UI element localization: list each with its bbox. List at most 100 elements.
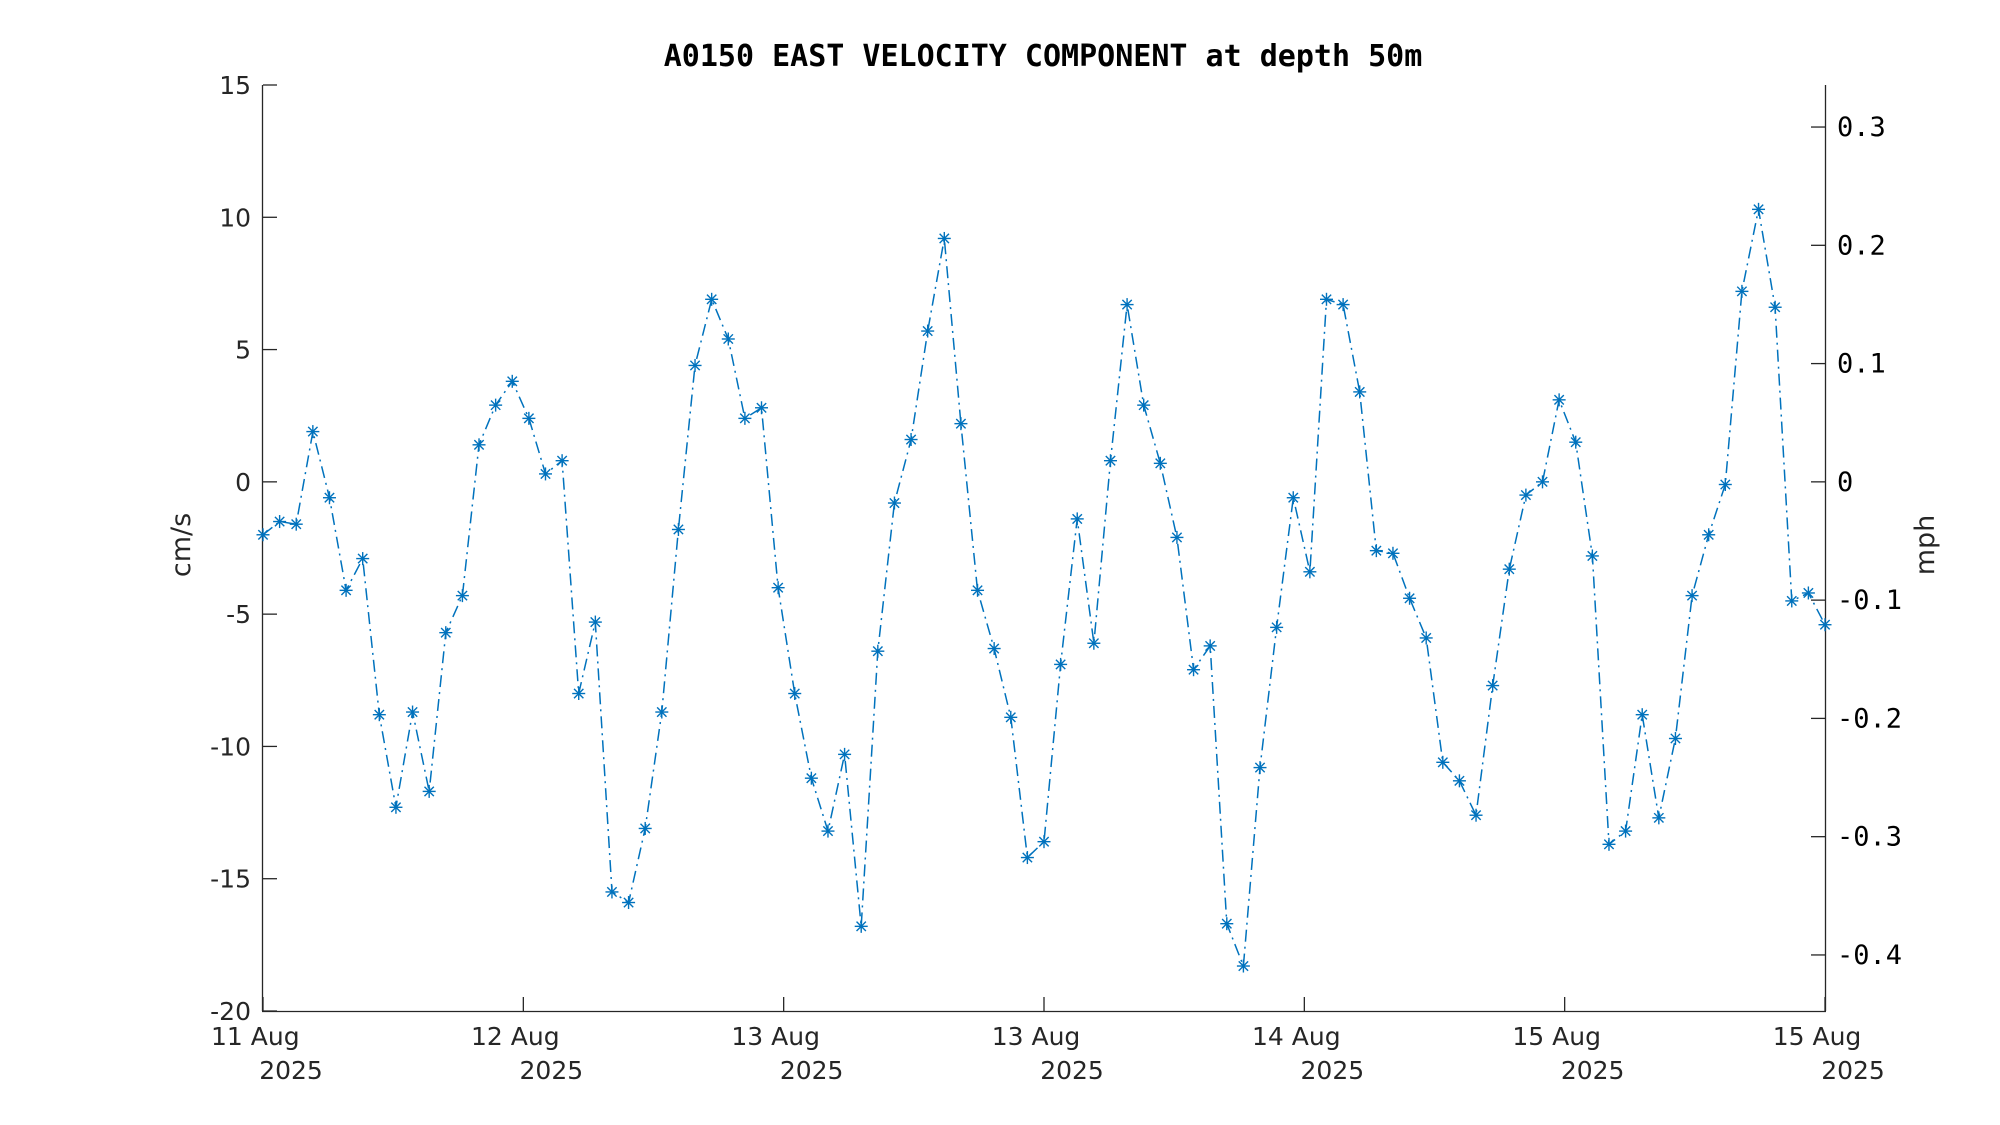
data-point <box>1569 435 1583 449</box>
y2-ticks: 0.3 0.2 0.1 0 -0.1 -0.2 -0.3 -0.4 <box>1811 112 1902 971</box>
data-point <box>1685 589 1699 603</box>
x-tick-label-day: 13 Aug <box>992 1022 1081 1051</box>
data-point <box>1270 620 1284 634</box>
data-point <box>1768 300 1782 314</box>
data-point <box>721 332 735 346</box>
data-point <box>1303 565 1317 579</box>
data-point <box>838 747 852 761</box>
data-point <box>1203 639 1217 653</box>
data-point <box>322 491 336 505</box>
data-point <box>804 771 818 785</box>
y2-axis-label: mph <box>1910 515 1941 576</box>
data-point <box>1253 761 1267 775</box>
y-tick-label: 0 <box>235 468 251 497</box>
data-point <box>1619 824 1633 838</box>
data-point <box>1020 851 1034 865</box>
data-point <box>455 589 469 603</box>
data-point <box>1801 586 1815 600</box>
data-point <box>688 358 702 372</box>
data-point <box>1602 837 1616 851</box>
data-point <box>1403 591 1417 605</box>
data-point <box>1054 657 1068 671</box>
data-point <box>1702 528 1716 542</box>
y2-tick-label: 0.3 <box>1837 112 1886 143</box>
data-point <box>605 885 619 899</box>
data-point <box>1087 636 1101 650</box>
data-point <box>1436 755 1450 769</box>
data-point <box>987 642 1001 656</box>
data-point <box>1585 549 1599 563</box>
y2-tick-label: -0.1 <box>1837 585 1902 616</box>
data-point <box>439 626 453 640</box>
x-tick-label-year: 2025 <box>1561 1056 1625 1085</box>
data-point <box>954 417 968 431</box>
x-tick-label-day: 14 Aug <box>1252 1022 1341 1051</box>
data-point <box>1519 488 1533 502</box>
x-tick-label-year: 2025 <box>780 1056 844 1085</box>
data-point <box>1286 491 1300 505</box>
data-point <box>705 292 719 306</box>
x-tick-label-year: 2025 <box>259 1056 323 1085</box>
data-point <box>1353 385 1367 399</box>
y-tick-label: -5 <box>226 600 251 629</box>
data-point <box>655 705 669 719</box>
data-point <box>971 583 985 597</box>
data-point <box>522 411 536 425</box>
data-point <box>1486 679 1500 693</box>
data-point <box>1170 530 1184 544</box>
data-point <box>1536 475 1550 489</box>
y-tick-label: -15 <box>210 865 251 894</box>
data-point <box>588 615 602 629</box>
data-point <box>472 438 486 452</box>
data-point <box>1668 731 1682 745</box>
data-point <box>1070 512 1084 526</box>
y2-tick-label: -0.3 <box>1837 822 1902 853</box>
y-tick-label: -20 <box>210 997 251 1026</box>
data-point <box>788 687 802 701</box>
x-ticks: 11 Aug 2025 12 Aug 2025 13 Aug 2025 13 Aug 2025… <box>211 997 1885 1085</box>
data-point <box>1735 284 1749 298</box>
x-tick-label-year: 2025 <box>1821 1056 1885 1085</box>
x-tick-label-day: 13 Aug <box>731 1022 820 1051</box>
data-point <box>1818 618 1832 632</box>
data-point <box>638 821 652 835</box>
data-point <box>771 581 785 595</box>
data-point <box>1103 454 1117 468</box>
data-point <box>256 528 270 542</box>
data-point <box>904 433 918 447</box>
data-point <box>489 398 503 412</box>
data-point <box>1120 298 1134 312</box>
chart-title: A0150 EAST VELOCITY COMPONENT at depth 5… <box>664 39 1423 74</box>
data-point <box>1220 917 1234 931</box>
data-point <box>755 401 769 415</box>
data-point <box>1137 398 1151 412</box>
data-point <box>1037 835 1051 849</box>
y-tick-label: -10 <box>210 732 251 761</box>
data-point <box>422 784 436 798</box>
data-point <box>356 552 370 566</box>
data-point <box>306 425 320 439</box>
y2-tick-label: 0.1 <box>1837 349 1886 380</box>
data-point <box>1336 298 1350 312</box>
x-tick-label-day: 15 Aug <box>1773 1022 1862 1051</box>
data-point <box>1718 478 1732 492</box>
data-point <box>555 454 569 468</box>
data-point <box>622 896 636 910</box>
data-point <box>738 411 752 425</box>
data-point <box>505 374 519 388</box>
y-tick-label: 10 <box>219 203 251 232</box>
data-point <box>1785 594 1799 608</box>
data-point <box>1004 710 1018 724</box>
data-point <box>538 467 552 481</box>
data-point <box>1635 708 1649 722</box>
series-line <box>262 209 1826 967</box>
data-point <box>671 522 685 536</box>
y2-tick-label: -0.4 <box>1837 940 1902 971</box>
x-tick-label-day: 12 Aug <box>471 1022 560 1051</box>
plot-area <box>256 202 1832 973</box>
data-point <box>1386 546 1400 560</box>
data-point <box>1502 562 1516 576</box>
data-point <box>887 496 901 510</box>
data-point <box>273 515 287 529</box>
